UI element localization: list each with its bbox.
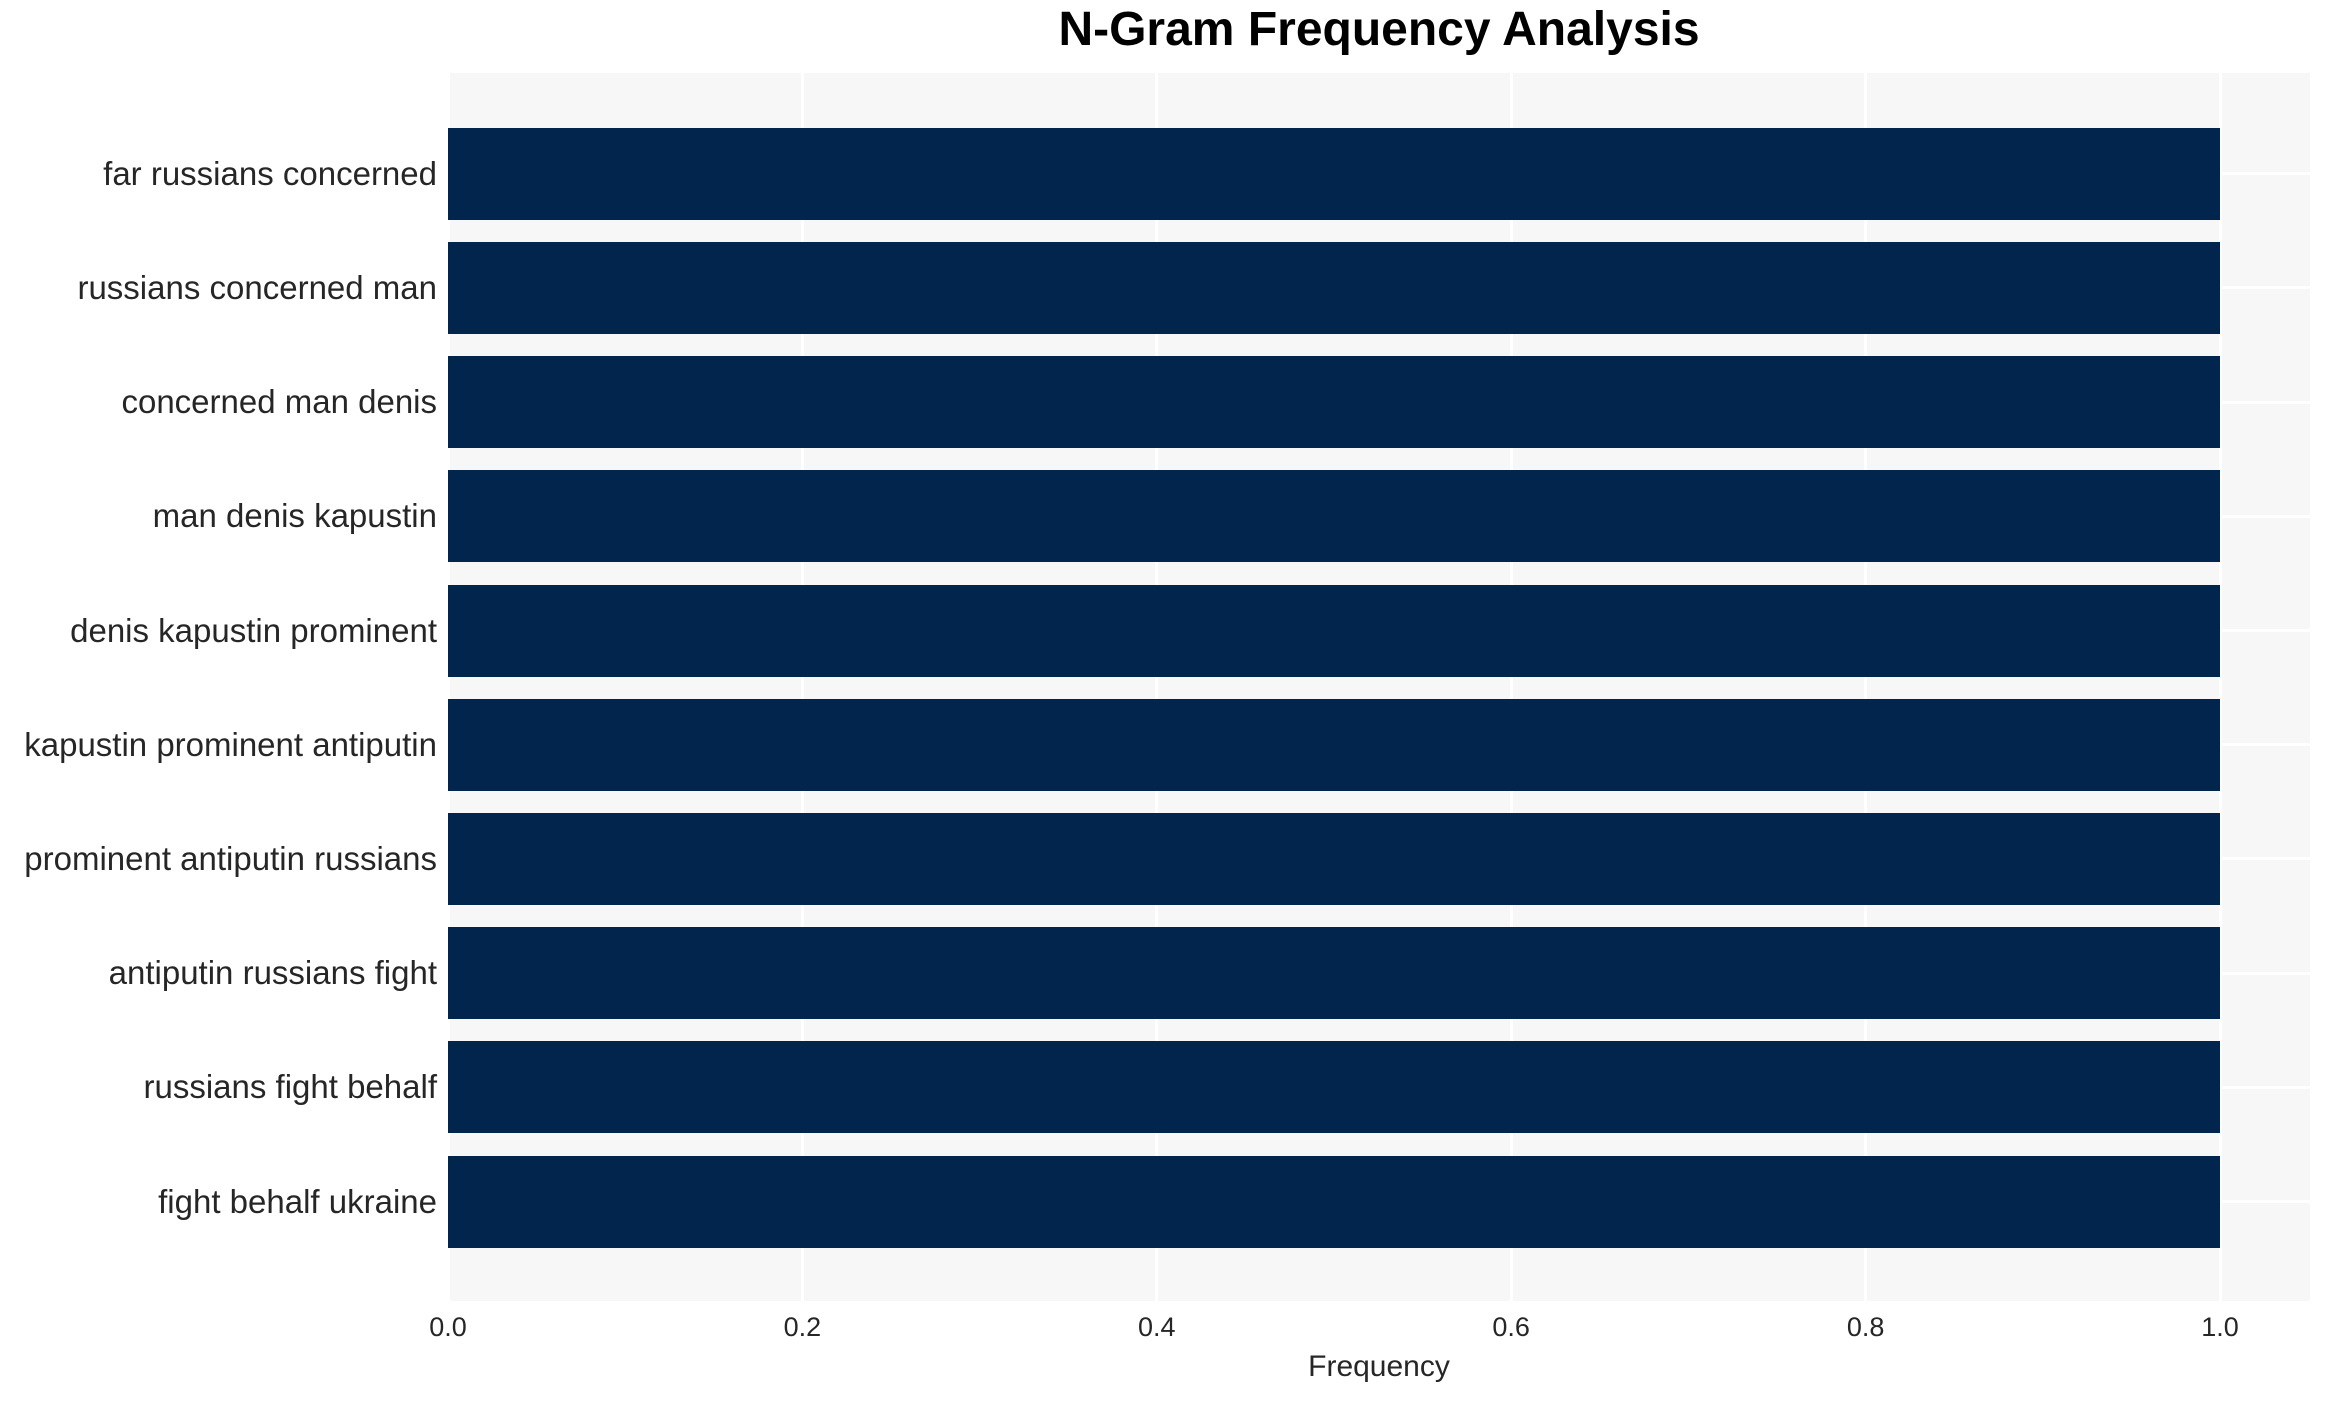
grid-line-vertical (1509, 73, 1513, 1301)
y-tick-label: russians fight behalf (143, 1068, 437, 1106)
y-tick-label: kapustin prominent antiputin (24, 725, 437, 763)
x-tick-label: 0.0 (429, 1312, 467, 1342)
y-tick-label: antiputin russians fight (108, 954, 437, 992)
grid-line-vertical (1155, 73, 1159, 1301)
bar (448, 927, 2220, 1020)
grid-line-vertical (2218, 73, 2222, 1301)
bar (448, 584, 2220, 677)
plot-area (446, 73, 2310, 1301)
bar (448, 698, 2220, 791)
bar (448, 812, 2220, 905)
grid-line-vertical (446, 73, 450, 1301)
x-tick-label: 0.4 (1138, 1312, 1176, 1342)
bar (448, 127, 2220, 220)
y-tick-label: prominent antiputin russians (24, 839, 437, 877)
y-tick-label: far russians concerned (103, 154, 437, 192)
x-tick-label: 1.0 (2201, 1312, 2239, 1342)
x-tick-label: 0.6 (1492, 1312, 1530, 1342)
bar (448, 1041, 2220, 1134)
grid-line-vertical (800, 73, 804, 1301)
x-tick-label: 0.2 (783, 1312, 822, 1342)
y-tick-label: fight behalf ukraine (158, 1182, 437, 1220)
y-tick-label: man denis kapustin (152, 497, 437, 535)
bar (448, 470, 2220, 563)
x-axis-label: Frequency (1308, 1350, 1450, 1383)
bar (448, 241, 2220, 334)
bar (448, 1155, 2220, 1248)
bar (448, 356, 2220, 449)
x-tick-label: 0.8 (1846, 1312, 1885, 1342)
y-tick-label: denis kapustin prominent (70, 611, 437, 649)
y-tick-label: concerned man denis (121, 383, 437, 421)
chart-title: N-Gram Frequency Analysis (1058, 3, 1700, 56)
y-tick-label: russians concerned man (77, 268, 437, 306)
grid-line-vertical (1864, 73, 1868, 1301)
